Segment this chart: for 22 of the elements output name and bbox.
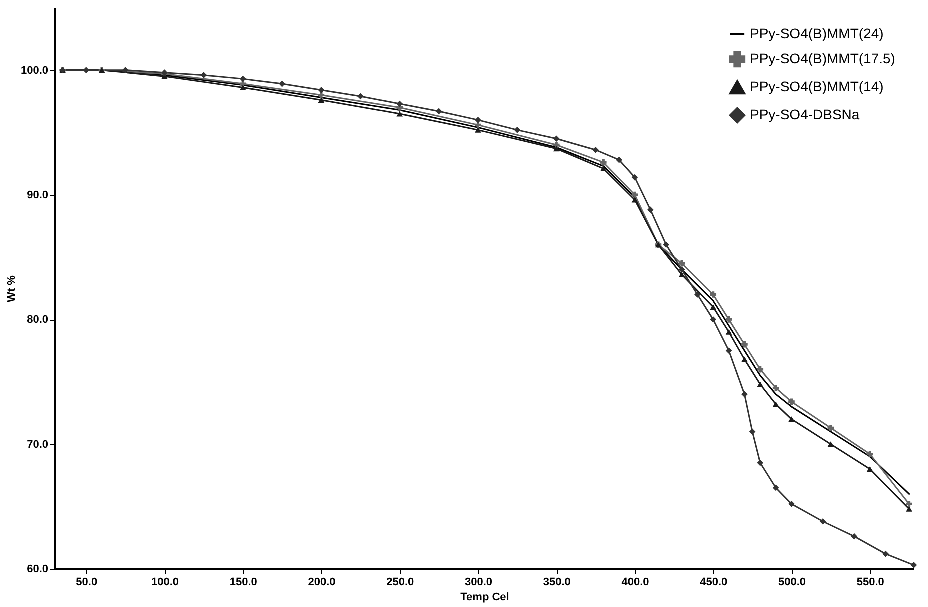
x-axis-title: Temp Cel (460, 592, 510, 604)
y-tick-label: 60.0 (27, 564, 48, 576)
x-tick-label: 200.0 (308, 576, 336, 588)
y-tick-label: 100.0 (20, 64, 48, 77)
y-tick-label: 70.0 (27, 438, 48, 451)
x-tick-label: 450.0 (700, 576, 728, 588)
y-tick-label: 90.0 (27, 190, 48, 202)
x-tick-label: 100.0 (151, 576, 179, 588)
x-tick-label: 400.0 (622, 576, 650, 588)
x-tick-label: 500.0 (778, 576, 806, 588)
x-tick-label: 50.0 (76, 576, 98, 588)
x-tick-label: 150.0 (230, 576, 258, 588)
y-tick-label: 80.0 (27, 314, 48, 326)
x-tick-label: 350.0 (543, 576, 571, 588)
legend-label: PPy-SO4(B)MMT(14) (750, 78, 884, 94)
x-tick-label: 550.0 (856, 576, 884, 588)
x-tick-label: 300.0 (464, 576, 492, 588)
y-axis-title: Wt % (6, 275, 18, 302)
legend-label: PPy-SO4(B)MMT(24) (750, 26, 884, 42)
legend-label: PPy-SO4-DBSNa (750, 106, 860, 122)
x-tick-label: 250.0 (386, 576, 414, 588)
legend-label: PPy-SO4(B)MMT(17.5) (750, 50, 896, 66)
